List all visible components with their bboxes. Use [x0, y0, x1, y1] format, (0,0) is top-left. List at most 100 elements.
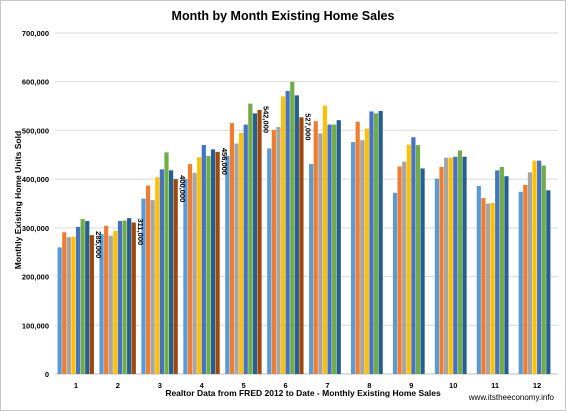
x-tick-label: 9 [409, 381, 413, 390]
bar [239, 132, 244, 374]
x-tick-label: 8 [367, 381, 371, 390]
bar [206, 155, 211, 374]
bar [462, 156, 467, 374]
bar [476, 185, 481, 374]
bar [299, 117, 304, 375]
bar [495, 170, 500, 374]
bar [397, 166, 402, 374]
x-tick-label: 5 [242, 381, 246, 390]
data-label: 456,000 [220, 148, 229, 175]
bar [108, 235, 113, 374]
bar [210, 149, 216, 374]
bar [523, 184, 528, 374]
bar [294, 95, 299, 375]
bar [113, 230, 118, 374]
bar [173, 179, 178, 374]
data-label: 527,000 [304, 113, 313, 140]
bar [485, 203, 491, 374]
bar [420, 168, 425, 374]
x-tick-label: 4 [200, 381, 205, 390]
bar [355, 121, 360, 374]
bar [373, 113, 379, 374]
bar [127, 218, 132, 374]
data-label: 542,000 [262, 106, 271, 133]
bar [159, 169, 164, 374]
bar [197, 157, 202, 374]
bar [155, 177, 160, 374]
bar [267, 148, 272, 374]
bar [66, 237, 71, 374]
bar [117, 221, 123, 374]
bar [318, 133, 323, 374]
bar [89, 235, 94, 374]
bar [243, 124, 248, 374]
bar [406, 144, 411, 374]
bar [415, 145, 421, 374]
bar [280, 96, 286, 374]
x-axis-label: Realtor Data from FRED 2012 to Date - Mo… [165, 388, 441, 398]
bar [527, 172, 533, 374]
bar [504, 176, 509, 374]
bar [229, 123, 235, 374]
bar [276, 127, 281, 374]
bar [99, 234, 104, 374]
bar [252, 113, 258, 374]
bar [62, 232, 67, 374]
bar [457, 150, 463, 374]
y-tick-label: 0 [45, 370, 49, 379]
bar [85, 221, 90, 374]
bar [392, 192, 398, 374]
bar [364, 128, 369, 374]
x-tick-label: 6 [283, 381, 287, 390]
bar [444, 157, 449, 374]
bar [369, 111, 374, 375]
bar [75, 226, 81, 374]
bar [378, 110, 383, 374]
bar [164, 152, 169, 374]
bar [257, 109, 262, 375]
x-tick-label: 10 [449, 381, 457, 390]
bar [225, 155, 230, 374]
x-tick-label: 7 [325, 381, 329, 390]
bar [192, 172, 197, 374]
bar [271, 129, 276, 374]
bar [537, 160, 542, 374]
y-tick-label: 400,000 [22, 175, 49, 184]
bar [411, 137, 416, 374]
bar [360, 140, 365, 374]
bar [168, 170, 174, 374]
bar [309, 164, 314, 374]
y-tick-label: 700,000 [22, 29, 49, 38]
y-tick-label: 100,000 [22, 321, 49, 330]
x-tick-label: 2 [116, 381, 120, 390]
y-tick-labels: 0 100,000 200,000 300,000 400,000 500,000 600,… [22, 29, 49, 379]
y-tick-label: 500,000 [22, 126, 49, 135]
y-tick-label: 200,000 [22, 273, 49, 282]
bar [104, 225, 109, 374]
bar [448, 157, 453, 374]
bar [141, 198, 146, 374]
bar [332, 124, 337, 374]
bar [350, 142, 356, 374]
x-tick-labels: 1 2 3 4 5 6 7 8 9 10 11 12 [74, 381, 541, 390]
bar [215, 151, 220, 374]
data-label: 400,000 [178, 175, 187, 202]
bar [322, 105, 328, 374]
bar [145, 185, 151, 374]
data-labels: 285,000 311,000 400,000 456,000 542,000 527,0… [94, 106, 313, 258]
bar [434, 178, 440, 374]
bars [57, 81, 551, 375]
bar [541, 165, 546, 374]
x-tick-label: 12 [533, 381, 541, 390]
bar [80, 219, 85, 374]
bar [532, 160, 537, 374]
bar [336, 120, 341, 374]
data-label: 285,000 [94, 231, 103, 258]
bar [327, 124, 332, 374]
bar [122, 220, 127, 374]
bar [439, 166, 444, 374]
bar [248, 103, 253, 374]
x-tick-label: 11 [491, 381, 499, 390]
bar [131, 222, 136, 374]
